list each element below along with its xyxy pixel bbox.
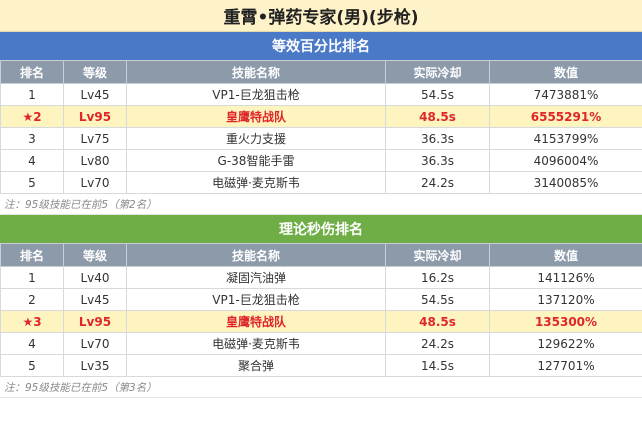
- rank-cell: 4: [0, 332, 64, 355]
- column-header-skill: 技能名称: [126, 60, 386, 84]
- column-header-rank: 排名: [0, 243, 64, 267]
- cooldown-cell: 24.2s: [385, 171, 490, 194]
- column-header-value: 数值: [489, 243, 642, 267]
- value-cell: 137120%: [489, 288, 642, 311]
- value-cell: 6555291%: [489, 105, 642, 128]
- cooldown-cell: 14.5s: [385, 354, 490, 377]
- ranking-table: 排名 等级 技能名称 实际冷却 数值 1 Lv45 VP1-巨龙狙击枪 54.5…: [0, 60, 642, 194]
- skill-cell: 聚合弹: [126, 354, 386, 377]
- table-row-highlighted: ★3 Lv95 皇鹰特战队 48.5s 135300%: [0, 310, 642, 333]
- level-cell: Lv70: [63, 171, 127, 194]
- value-cell: 135300%: [489, 310, 642, 333]
- table-row-highlighted: ★2 Lv95 皇鹰特战队 48.5s 6555291%: [0, 105, 642, 128]
- section-theoretical-dps: 理论秒伤排名 排名 等级 技能名称 实际冷却 数值 1 Lv40 凝固汽油弹 1…: [0, 215, 642, 398]
- rank-cell: 1: [0, 266, 64, 289]
- level-cell: Lv75: [63, 127, 127, 150]
- skill-cell: 电磁弹·麦克斯韦: [126, 332, 386, 355]
- skill-cell: 凝固汽油弹: [126, 266, 386, 289]
- column-header-rank: 排名: [0, 60, 64, 84]
- value-cell: 3140085%: [489, 171, 642, 194]
- level-cell: Lv40: [63, 266, 127, 289]
- skill-cell: 皇鹰特战队: [126, 105, 386, 128]
- rank-cell: 5: [0, 354, 64, 377]
- column-header-level: 等级: [63, 60, 127, 84]
- page-title: 重霄•弹药专家(男)(步枪): [0, 0, 642, 32]
- cooldown-cell: 24.2s: [385, 332, 490, 355]
- cooldown-cell: 36.3s: [385, 149, 490, 172]
- rank-cell: 3: [0, 127, 64, 150]
- footnote: 注：95级技能已在前5（第2名）: [0, 194, 642, 215]
- header-row: 排名 等级 技能名称 实际冷却 数值: [0, 60, 642, 84]
- section-header: 理论秒伤排名: [0, 215, 642, 243]
- column-header-cooldown: 实际冷却: [385, 243, 490, 267]
- rank-cell: 2: [0, 288, 64, 311]
- rank-cell: ★3: [0, 310, 64, 333]
- level-cell: Lv45: [63, 83, 127, 106]
- value-cell: 127701%: [489, 354, 642, 377]
- column-header-level: 等级: [63, 243, 127, 267]
- level-cell: Lv70: [63, 332, 127, 355]
- header-row: 排名 等级 技能名称 实际冷却 数值: [0, 243, 642, 267]
- level-cell: Lv45: [63, 288, 127, 311]
- rank-cell: 5: [0, 171, 64, 194]
- column-header-cooldown: 实际冷却: [385, 60, 490, 84]
- skill-cell: 皇鹰特战队: [126, 310, 386, 333]
- level-cell: Lv95: [63, 310, 127, 333]
- cooldown-cell: 48.5s: [385, 310, 490, 333]
- footnote: 注：95级技能已在前5（第3名）: [0, 377, 642, 398]
- cooldown-cell: 54.5s: [385, 288, 490, 311]
- table-row: 2 Lv45 VP1-巨龙狙击枪 54.5s 137120%: [0, 288, 642, 311]
- column-header-value: 数值: [489, 60, 642, 84]
- skill-cell: 电磁弹·麦克斯韦: [126, 171, 386, 194]
- table-row: 1 Lv45 VP1-巨龙狙击枪 54.5s 7473881%: [0, 83, 642, 106]
- level-cell: Lv80: [63, 149, 127, 172]
- ranking-table: 排名 等级 技能名称 实际冷却 数值 1 Lv40 凝固汽油弹 16.2s 14…: [0, 243, 642, 377]
- value-cell: 4153799%: [489, 127, 642, 150]
- value-cell: 7473881%: [489, 83, 642, 106]
- cooldown-cell: 54.5s: [385, 83, 490, 106]
- section-header: 等效百分比排名: [0, 32, 642, 60]
- level-cell: Lv35: [63, 354, 127, 377]
- table-row: 4 Lv70 电磁弹·麦克斯韦 24.2s 129622%: [0, 332, 642, 355]
- table-row: 3 Lv75 重火力支援 36.3s 4153799%: [0, 127, 642, 150]
- rank-cell: 1: [0, 83, 64, 106]
- column-header-skill: 技能名称: [126, 243, 386, 267]
- value-cell: 129622%: [489, 332, 642, 355]
- value-cell: 4096004%: [489, 149, 642, 172]
- cooldown-cell: 48.5s: [385, 105, 490, 128]
- value-cell: 141126%: [489, 266, 642, 289]
- cooldown-cell: 36.3s: [385, 127, 490, 150]
- level-cell: Lv95: [63, 105, 127, 128]
- skill-cell: 重火力支援: [126, 127, 386, 150]
- cooldown-cell: 16.2s: [385, 266, 490, 289]
- skill-cell: VP1-巨龙狙击枪: [126, 83, 386, 106]
- rank-cell: ★2: [0, 105, 64, 128]
- table-row: 1 Lv40 凝固汽油弹 16.2s 141126%: [0, 266, 642, 289]
- rank-cell: 4: [0, 149, 64, 172]
- section-equivalent-percentage: 等效百分比排名 排名 等级 技能名称 实际冷却 数值 1 Lv45 VP1-巨龙…: [0, 32, 642, 215]
- skill-cell: G-38智能手雷: [126, 149, 386, 172]
- table-row: 5 Lv70 电磁弹·麦克斯韦 24.2s 3140085%: [0, 171, 642, 194]
- table-row: 4 Lv80 G-38智能手雷 36.3s 4096004%: [0, 149, 642, 172]
- table-row: 5 Lv35 聚合弹 14.5s 127701%: [0, 354, 642, 377]
- skill-cell: VP1-巨龙狙击枪: [126, 288, 386, 311]
